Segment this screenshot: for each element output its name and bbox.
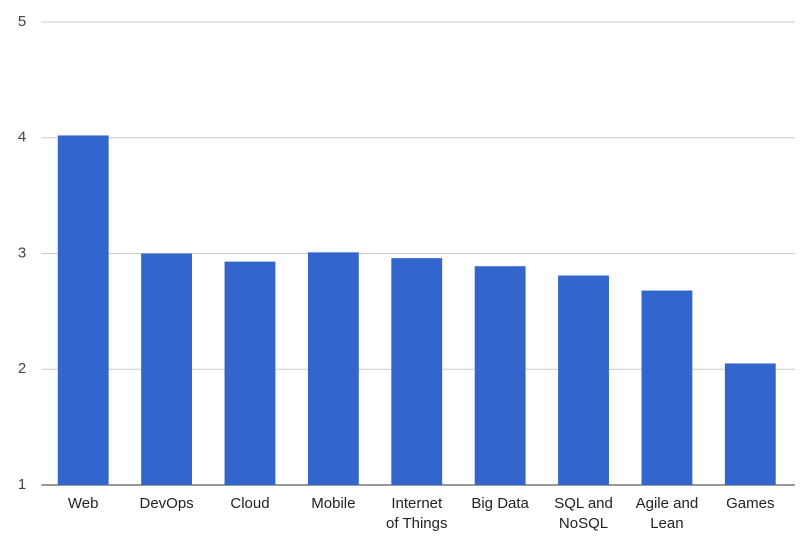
x-tick-label: Cloud: [230, 495, 270, 512]
y-tick-label: 1: [18, 476, 26, 493]
bar: [558, 275, 609, 485]
bar: [724, 363, 776, 485]
bar: [57, 135, 109, 485]
y-tick-label: 5: [18, 13, 26, 30]
y-tick-label: 2: [18, 360, 26, 377]
bar: [141, 253, 193, 485]
x-tick-label: Agile and Lean: [635, 495, 699, 532]
bar: [391, 258, 443, 485]
bar: [474, 266, 526, 485]
y-tick-label: 3: [18, 244, 26, 261]
y-tick-label: 4: [18, 129, 26, 146]
x-tick-label: DevOps: [139, 495, 194, 512]
x-tick-label: SQL and NoSQL: [554, 495, 613, 532]
x-tick-label: Internet of Things: [386, 495, 448, 532]
x-tick-label: Web: [67, 495, 99, 512]
bar: [307, 252, 359, 485]
bar: [641, 290, 693, 485]
x-tick-label: Mobile: [311, 495, 356, 512]
bar: [224, 261, 276, 485]
x-tick-label: Games: [726, 495, 775, 512]
x-tick-label: Big Data: [471, 495, 529, 512]
